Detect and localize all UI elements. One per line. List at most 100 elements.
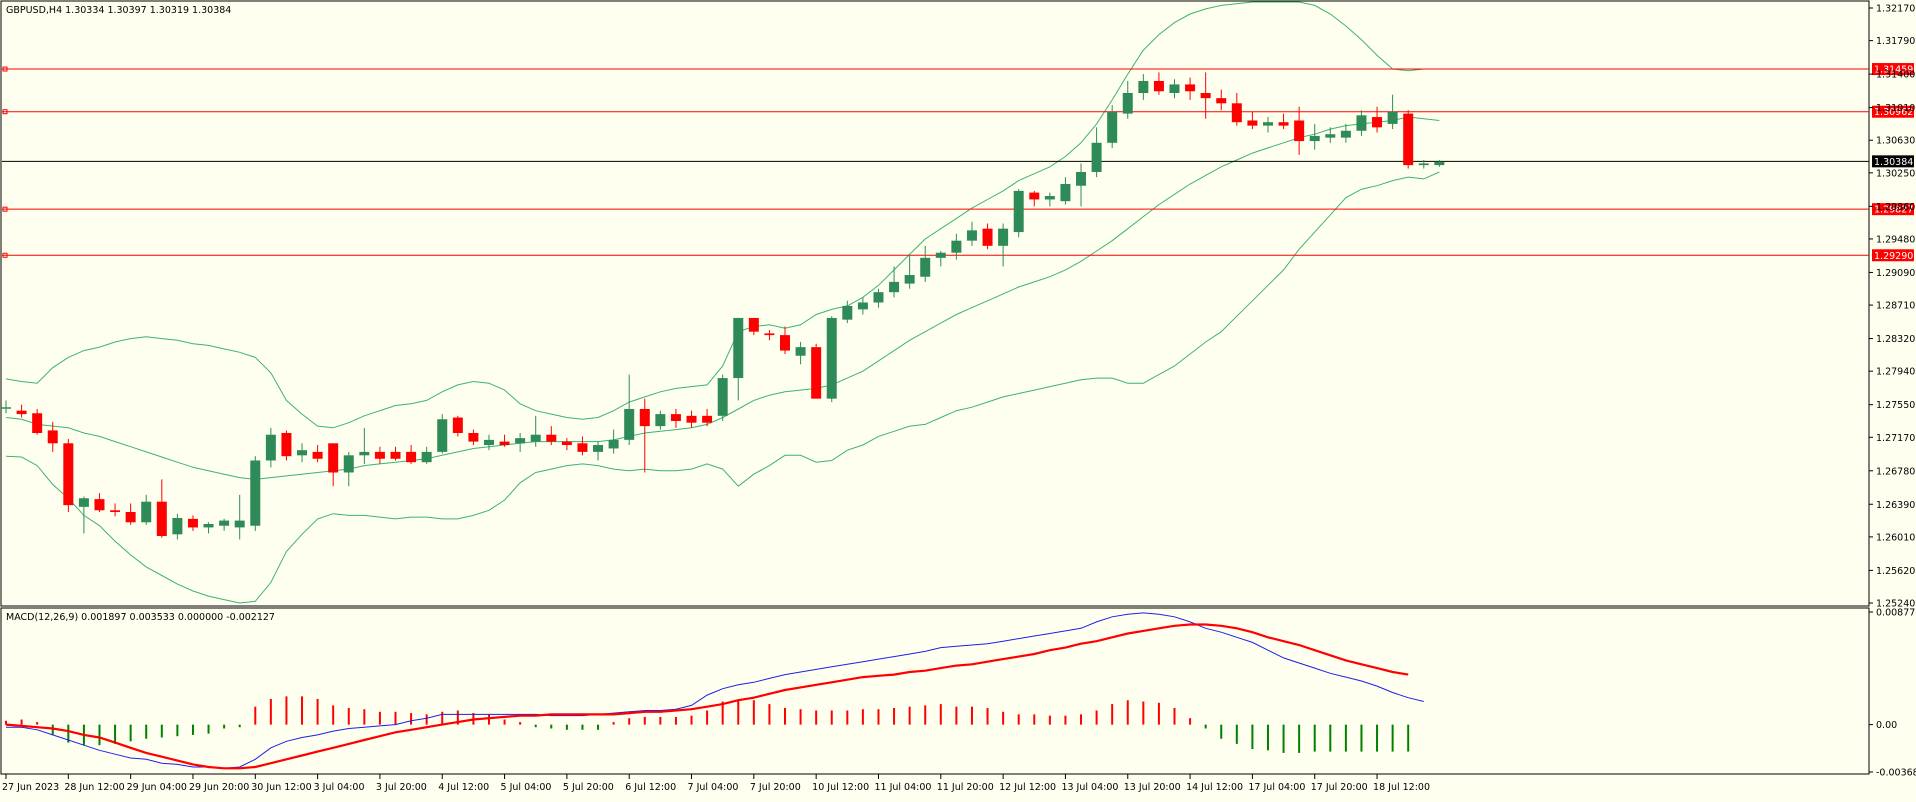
candle-body: [172, 518, 183, 535]
candle-body: [873, 292, 884, 303]
candle-body: [1169, 84, 1180, 93]
signal-line: [5, 623, 1409, 770]
candle-body: [655, 414, 666, 427]
candle-body: [406, 451, 417, 463]
candle-body: [624, 408, 635, 440]
time-tick-label: 17 Jul 04:00: [1248, 782, 1305, 793]
candle-body: [1044, 196, 1055, 200]
candle-body: [1356, 115, 1367, 131]
candle-body: [842, 305, 853, 320]
candle-body: [639, 408, 650, 427]
time-tick-label: 11 Jul 20:00: [937, 782, 994, 793]
candle-body: [1387, 111, 1398, 124]
price-tick-label: 1.29090: [1876, 268, 1915, 279]
candle-body: [125, 511, 136, 523]
candle-body: [63, 443, 74, 506]
candle-body: [1247, 120, 1258, 126]
candle-body: [717, 378, 728, 416]
price-tick-label: 1.31010: [1876, 103, 1915, 114]
level-price-label: 1.29827: [1874, 205, 1913, 216]
candle-body: [1200, 93, 1211, 99]
time-tick-label: 6 Jul 12:00: [625, 782, 676, 793]
price-tick-label: 1.27940: [1876, 367, 1915, 378]
time-tick-label: 3 Jul 04:00: [314, 782, 365, 793]
candle-body: [1309, 135, 1320, 142]
candle-body: [1418, 163, 1429, 166]
candle-body: [1060, 184, 1071, 202]
candle-body: [920, 257, 931, 277]
candle-body: [857, 302, 868, 310]
time-tick-label: 7 Jul 20:00: [750, 782, 801, 793]
price-tick-label: 1.31400: [1876, 70, 1915, 81]
candle-body: [297, 450, 308, 456]
candle-body: [234, 520, 245, 528]
time-tick-label: 14 Jul 12:00: [1186, 782, 1243, 793]
candle-body: [374, 451, 385, 459]
candle-body: [250, 460, 261, 526]
candle-body: [343, 455, 354, 473]
time-tick-label: 13 Jul 20:00: [1124, 782, 1181, 793]
candle-body: [702, 415, 713, 423]
candle-body: [390, 451, 401, 459]
time-tick-label: 29 Jun 20:00: [189, 782, 249, 793]
candle-body: [141, 501, 152, 523]
candle-body: [515, 438, 526, 444]
candle-body: [1434, 161, 1445, 166]
candle-body: [328, 443, 339, 473]
macd-tick-label: 0.00: [1876, 720, 1897, 731]
level-price-tag: [1872, 249, 1914, 262]
candle-body: [437, 419, 448, 452]
candle-body: [281, 433, 292, 457]
time-tick-label: 13 Jul 04:00: [1061, 782, 1118, 793]
candle-body: [764, 333, 775, 336]
candle-body: [468, 433, 479, 442]
level-price-tag: [1872, 63, 1914, 76]
candle-body: [780, 335, 790, 351]
candle-body: [1278, 122, 1289, 126]
candle-body: [483, 439, 494, 446]
candle-body: [670, 414, 681, 421]
candle-body: [203, 524, 214, 528]
candle-body: [1294, 120, 1305, 142]
macd-tick-label: -0.003688: [1876, 768, 1916, 779]
candle-body: [1153, 80, 1164, 92]
price-tick-label: 1.28320: [1876, 334, 1915, 345]
time-tick-label: 29 Jun 04:00: [127, 782, 187, 793]
candle-body: [312, 451, 323, 459]
bollinger-upper-line: [5, 1, 1440, 429]
candle-body: [1185, 84, 1196, 92]
candle-body: [110, 510, 121, 512]
current-price-label: 1.30384: [1874, 157, 1913, 168]
candle-body: [16, 410, 27, 415]
macd-histogram: [5, 696, 1410, 753]
candle-body: [1340, 130, 1351, 138]
price-tick-label: 1.29860: [1876, 202, 1915, 213]
time-tick-label: 7 Jul 04:00: [688, 782, 739, 793]
candle-body: [951, 240, 962, 253]
candle-body: [1231, 103, 1242, 123]
price-tick-label: 1.26780: [1876, 466, 1915, 477]
candle-body: [1013, 190, 1024, 233]
candle-body: [1029, 192, 1040, 200]
price-axis: 1.32170 1.31790 1.31400 1.31010 1.30630 1.302…: [1869, 4, 1915, 610]
price-tick-label: 1.25240: [1876, 599, 1915, 610]
price-tick-label: 1.25620: [1876, 566, 1915, 577]
candle-body: [359, 451, 370, 456]
candle-body: [1091, 142, 1102, 172]
price-tick-label: 1.28710: [1876, 301, 1915, 312]
macd-tick-label: 0.008771: [1876, 608, 1916, 619]
price-tick-label: 1.31790: [1876, 36, 1915, 47]
time-tick-label: 18 Jul 12:00: [1373, 782, 1430, 793]
candle-body: [904, 275, 915, 284]
time-tick-label: 4 Jul 12:00: [438, 782, 489, 793]
macd-lines: [5, 612, 1424, 770]
candle-body: [156, 501, 167, 537]
level-price-tag: [1872, 105, 1914, 118]
candle-body: [1076, 171, 1087, 186]
price-tick-label: 1.27170: [1876, 433, 1915, 444]
time-tick-label: 10 Jul 12:00: [812, 782, 869, 793]
level-marker: [2, 206, 8, 212]
candle-body: [1372, 117, 1383, 128]
